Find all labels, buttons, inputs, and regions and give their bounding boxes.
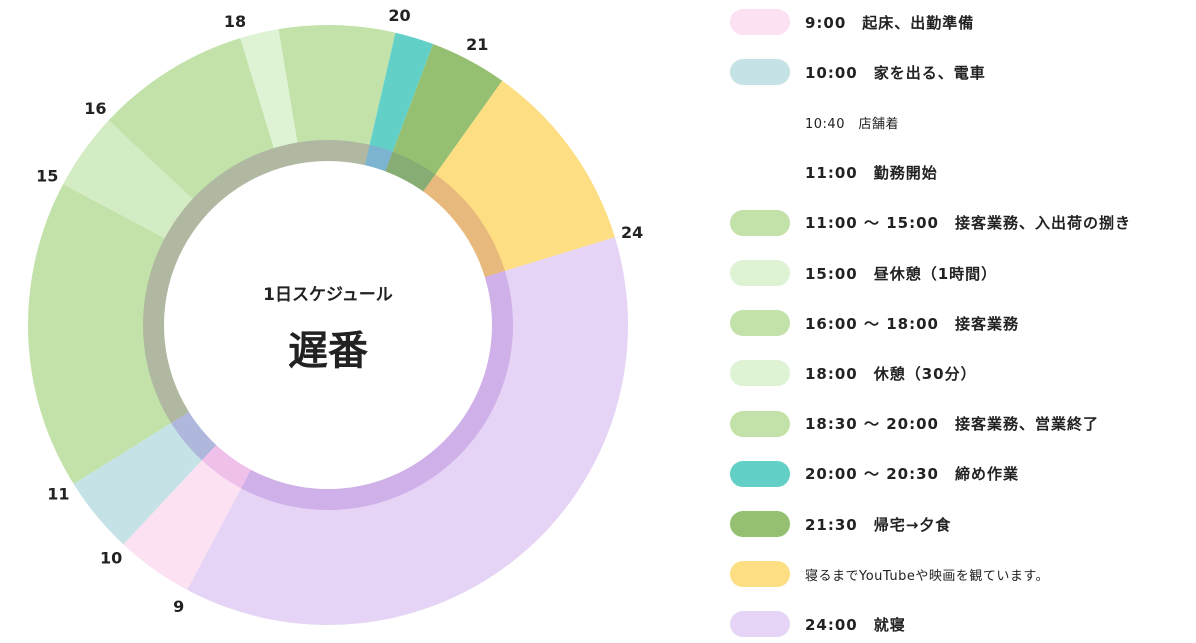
legend-swatch <box>730 360 790 387</box>
center-title: 遅番 <box>288 328 368 374</box>
legend-swatch <box>730 460 790 487</box>
legend-label: 18:30 〜 20:00 接客業務、営業終了 <box>805 415 1099 434</box>
legend-item: 10:40 店舗着 <box>730 105 899 139</box>
legend-label: 18:00 休憩（30分） <box>805 364 977 383</box>
center-hole <box>164 161 492 489</box>
hour-label-24: 24 <box>621 223 643 242</box>
inner-segment-4 <box>385 151 436 193</box>
hour-label-18: 18 <box>224 12 246 31</box>
hour-label-16: 16 <box>84 99 106 118</box>
legend-label: 21:30 帰宅→夕食 <box>805 515 952 534</box>
legend-label: 20:00 〜 20:30 締め作業 <box>805 465 1019 484</box>
hour-label-10: 10 <box>100 549 122 568</box>
inner-segment-6 <box>241 270 513 511</box>
legend-swatch <box>730 310 790 337</box>
legend-item: 9:00 起床、出勤準備 <box>730 5 974 39</box>
legend-label: 16:00 〜 18:00 接客業務 <box>805 314 1019 333</box>
legend-label: 9:00 起床、出勤準備 <box>805 13 975 32</box>
legend-swatch <box>730 160 790 186</box>
hour-label-21: 21 <box>466 35 488 54</box>
legend-item: 寝るまでYouTubeや映画を観ています。 <box>730 557 1049 591</box>
inner-segment-2 <box>142 139 370 424</box>
legend-item: 11:00 〜 15:00 接客業務、入出荷の捌き <box>730 206 1131 240</box>
legend-item: 24:00 就寝 <box>730 607 906 641</box>
legend-item: 20:00 〜 20:30 締め作業 <box>730 457 1019 491</box>
legend-swatch <box>730 9 790 35</box>
legend-label: 15:00 昼休憩（1時間） <box>805 264 998 283</box>
legend-label: 24:00 就寝 <box>805 615 906 634</box>
inner-segment-1 <box>171 411 217 461</box>
legend-item: 18:00 休憩（30分） <box>730 356 977 390</box>
legend-item: 18:30 〜 20:00 接客業務、営業終了 <box>730 407 1099 441</box>
legend-swatch <box>730 260 790 286</box>
legend-item: 16:00 〜 18:00 接客業務 <box>730 306 1019 340</box>
hour-label-11: 11 <box>47 485 69 504</box>
legend-swatch <box>730 611 790 638</box>
legend-item: 21:30 帰宅→夕食 <box>730 507 951 541</box>
legend-swatch <box>730 561 790 588</box>
legend-label: 10:40 店舗着 <box>805 116 899 132</box>
inner-ring <box>142 139 513 511</box>
hour-labels: 9 10 11 15 16 18 20 21 24 <box>36 6 643 616</box>
legend-swatch <box>730 59 790 86</box>
inner-segment-0 <box>201 444 252 489</box>
legend-item: 11:00 勤務開始 <box>730 156 938 190</box>
legend-swatch <box>730 511 790 537</box>
legend-label: 10:00 家を出る、電車 <box>805 63 986 82</box>
legend-swatch <box>730 410 790 437</box>
hour-label-15: 15 <box>36 167 58 186</box>
legend-item: 10:00 家を出る、電車 <box>730 55 986 89</box>
inner-segment-5 <box>422 174 505 278</box>
legend-swatch <box>730 109 790 135</box>
legend-label: 寝るまでYouTubeや映画を観ています。 <box>805 568 1050 584</box>
schedule-donut-chart: 9 10 11 15 16 18 20 21 24 1日スケジュール 遅番 <box>27 6 643 625</box>
center-subtitle: 1日スケジュール <box>263 285 393 305</box>
legend-label: 11:00 勤務開始 <box>805 164 938 183</box>
legend-label: 11:00 〜 15:00 接客業務、入出荷の捌き <box>805 214 1131 233</box>
legend-item: 15:00 昼休憩（1時間） <box>730 256 997 290</box>
inner-segment-3 <box>364 144 393 173</box>
legend-swatch <box>730 209 790 236</box>
hour-label-20: 20 <box>388 6 410 25</box>
hour-label-9: 9 <box>173 597 184 616</box>
